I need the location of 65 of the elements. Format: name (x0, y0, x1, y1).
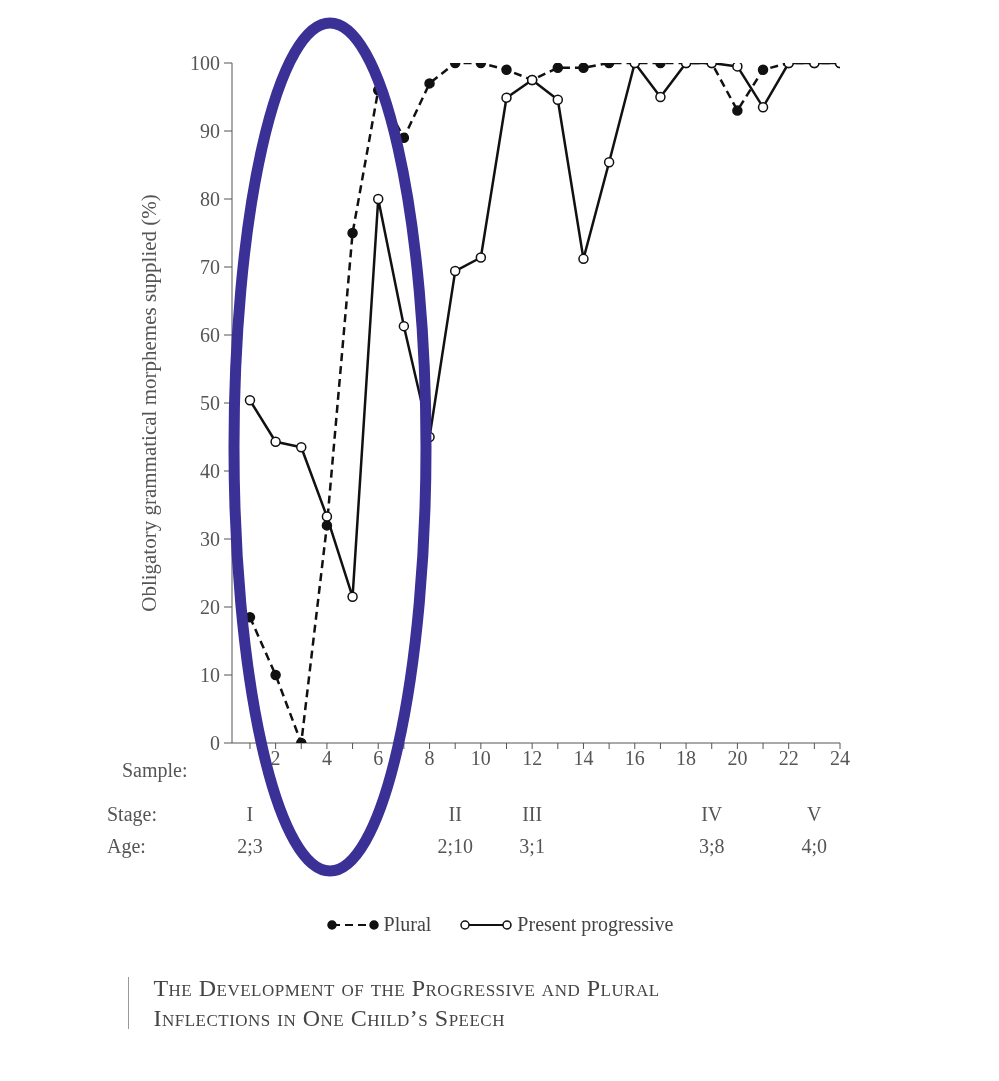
point (398, 320, 410, 332)
y-tick-label: 50 (200, 392, 220, 415)
point (552, 94, 564, 105)
text: II (448, 803, 462, 826)
point (501, 92, 512, 103)
y-tick-label: 30 (200, 528, 220, 551)
text: 2;3 (237, 835, 263, 858)
point (475, 252, 487, 263)
point (732, 105, 743, 116)
text: I (246, 803, 254, 826)
x-tick-label: 6 (373, 747, 384, 770)
text: 3;1 (519, 835, 545, 858)
x-tick-label: 22 (778, 747, 799, 770)
x-tick-label: 14 (573, 747, 594, 770)
point (296, 441, 307, 453)
x-tick-label: 4 (321, 747, 332, 770)
y-tick-label: 20 (200, 596, 220, 619)
x-tick-label: 2 (270, 747, 281, 770)
x-tick-label: 18 (676, 747, 697, 770)
point (757, 64, 769, 76)
point (578, 63, 589, 74)
point (347, 227, 358, 239)
text: The Development of the Progressive and Plural Inflections in One Child’s Speech (153, 974, 661, 1033)
y-tick-label: 70 (200, 256, 220, 279)
y-tick-label: 80 (200, 188, 220, 211)
point (372, 193, 384, 205)
y-tick-label: 40 (200, 460, 220, 483)
text: Age: (107, 835, 146, 858)
point (501, 64, 512, 76)
point (603, 157, 615, 168)
y-tick-label: 100 (190, 52, 220, 75)
point (321, 520, 333, 531)
x-tick-label: 24 (830, 747, 850, 770)
point (655, 91, 666, 103)
text: IV (701, 803, 723, 826)
point (732, 63, 743, 72)
text: 2;10 (437, 835, 473, 858)
point (552, 63, 564, 74)
y-tick-label: 0 (210, 732, 220, 755)
y-tick-label: 90 (200, 120, 220, 143)
text: 4;0 (801, 835, 828, 858)
point (270, 669, 281, 681)
text: V (807, 803, 822, 826)
point (578, 253, 589, 265)
point (424, 78, 435, 89)
x-tick-label: 12 (522, 747, 543, 770)
y-axis-title: Obligatory grammatical morphemes supplied (%) (137, 194, 162, 612)
y-tick-label: 60 (200, 324, 220, 347)
point (449, 265, 461, 277)
point (270, 436, 281, 448)
x-tick-label: 16 (624, 747, 645, 770)
x-tick-label: 10 (470, 747, 491, 770)
legend-label: Plural (383, 913, 432, 936)
text: III (522, 803, 543, 826)
point (244, 395, 256, 406)
legend-label: Present progressive (517, 913, 674, 936)
text: 3;8 (698, 835, 725, 858)
text: Stage: (107, 803, 157, 826)
x-tick-label: 8 (424, 747, 435, 770)
x-axis-title: Sample: (122, 759, 188, 782)
point (347, 591, 358, 603)
y-tick-label: 10 (200, 664, 220, 687)
point (321, 511, 333, 522)
point (757, 101, 769, 113)
x-tick-label: 20 (727, 747, 748, 770)
